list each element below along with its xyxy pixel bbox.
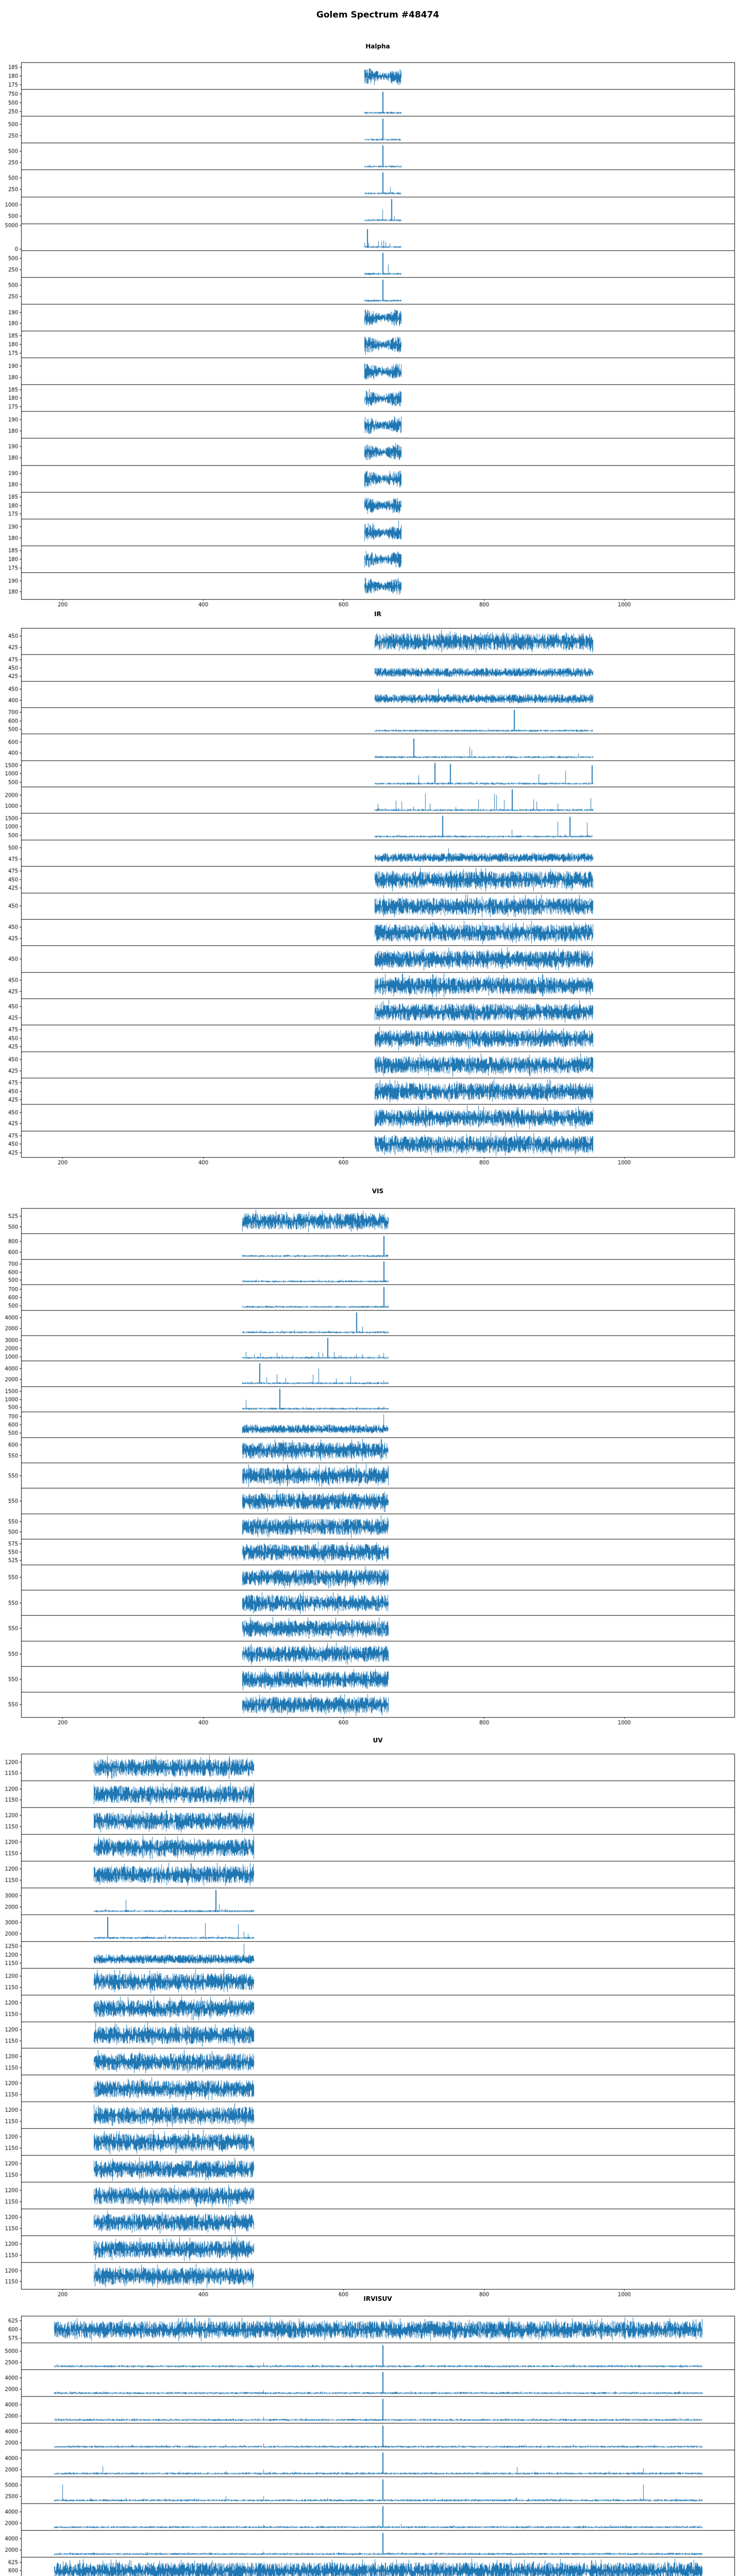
panel-title-ir: IR	[374, 611, 381, 618]
panel-title-irvisuv: IRVISUV	[363, 2295, 392, 2302]
figure-title: Golem Spectrum #48474	[316, 10, 440, 20]
panel-title-halpha: Halpha	[365, 43, 390, 50]
panel-title-vis: VIS	[372, 1188, 384, 1195]
panel-title-uv: UV	[373, 1737, 383, 1744]
